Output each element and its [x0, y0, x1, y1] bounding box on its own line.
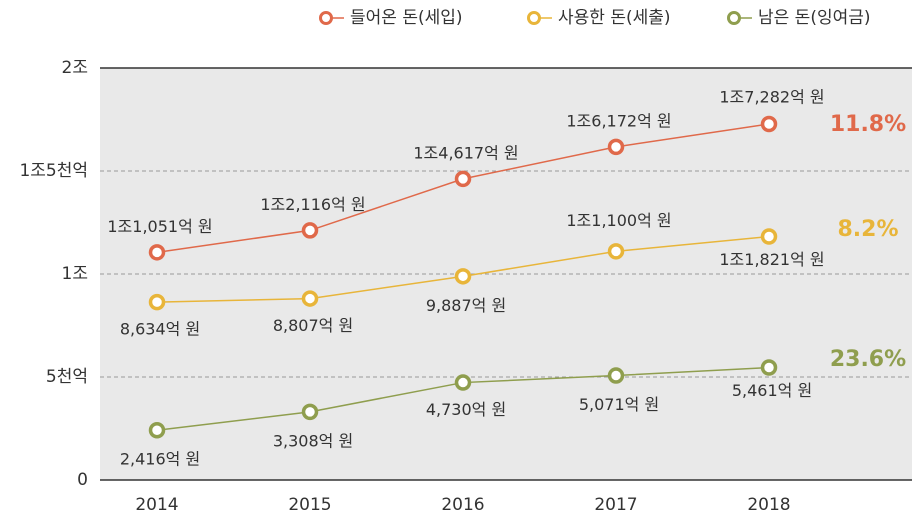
growth-annotation: 23.6% [830, 347, 906, 372]
point [607, 243, 625, 260]
x-tick-label: 2018 [747, 495, 790, 515]
value-label: 1조6,172억 원 [566, 111, 671, 130]
y-tick-label: 5천억 [46, 367, 88, 387]
growth-annotation: 11.8% [830, 112, 906, 137]
x-tick-label: 2016 [441, 495, 484, 515]
point [760, 359, 778, 376]
x-tick-label: 2017 [594, 495, 637, 515]
point [454, 374, 472, 391]
point [301, 290, 319, 307]
legend-marker [319, 11, 333, 25]
point [148, 421, 166, 439]
point [454, 170, 472, 188]
value-label: 8,634억 원 [120, 320, 200, 339]
value-label: 1조2,116억 원 [260, 195, 365, 214]
x-tick-label: 2015 [288, 495, 331, 515]
point [760, 228, 778, 245]
value-label: 1조1,100억 원 [566, 211, 671, 230]
value-label: 2,416억 원 [120, 450, 200, 469]
legend-label: 들어온 돈(세입) [350, 8, 463, 28]
value-label: 1조4,617억 원 [413, 143, 518, 162]
value-label: 1조1,051억 원 [107, 217, 212, 236]
value-label: 5,071억 원 [579, 395, 659, 414]
y-tick-label: 2조 [62, 58, 88, 78]
point [148, 293, 166, 311]
point [760, 115, 778, 133]
y-tick-label: 0 [77, 470, 88, 490]
legend-label: 사용한 돈(세출) [558, 8, 671, 28]
growth-annotation: 8.2% [837, 217, 898, 242]
point [454, 268, 472, 285]
y-tick-label: 1조5천억 [19, 161, 88, 181]
point [301, 403, 319, 421]
value-label: 4,730억 원 [426, 400, 506, 419]
point [607, 367, 625, 384]
value-label: 8,807억 원 [273, 316, 353, 335]
value-label: 1조7,282억 원 [719, 87, 824, 106]
value-label: 5,461억 원 [732, 381, 812, 400]
point [607, 138, 625, 156]
y-tick-label: 1조 [62, 264, 88, 284]
legend-label: 남은 돈(잉여금) [758, 8, 871, 28]
legend-marker [727, 11, 741, 25]
value-label: 9,887억 원 [426, 296, 506, 315]
x-tick-label: 2014 [135, 495, 178, 515]
value-label: 3,308억 원 [273, 431, 353, 450]
value-label: 1조1,821억 원 [719, 250, 824, 269]
legend-marker [527, 11, 541, 25]
point [148, 244, 166, 261]
point [301, 222, 319, 239]
